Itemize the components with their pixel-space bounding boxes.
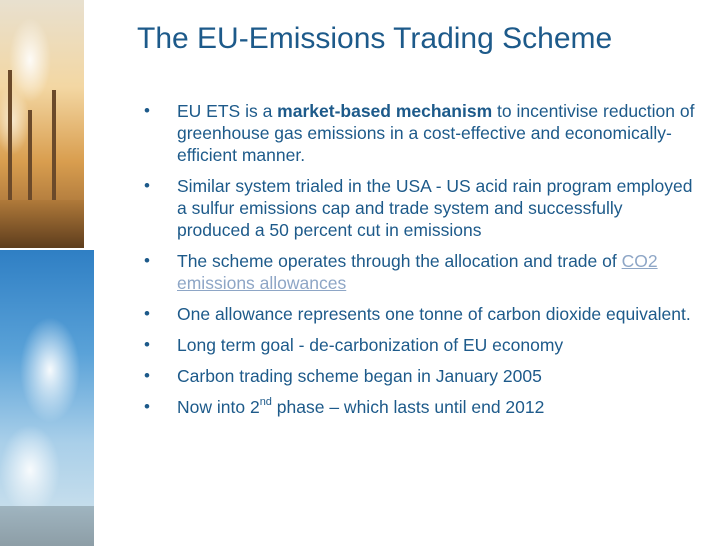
bullet-dot: • xyxy=(144,397,150,416)
bullet-text: EU ETS is a xyxy=(177,101,278,121)
bullet-item: • EU ETS is a market-based mechanism to … xyxy=(140,100,700,166)
plant-silhouette xyxy=(0,200,84,248)
bullet-dot: • xyxy=(144,335,150,354)
bullet-text: One allowance represents one tonne of ca… xyxy=(177,304,691,324)
bullet-list: • EU ETS is a market-based mechanism to … xyxy=(140,100,700,427)
smokestacks-photo xyxy=(0,0,84,248)
bullet-item: • Similar system trialed in the USA - US… xyxy=(140,175,700,241)
bullet-dot: • xyxy=(144,366,150,385)
bullet-text: Carbon trading scheme began in January 2… xyxy=(177,366,542,386)
bullet-bold-text: market-based mechanism xyxy=(277,101,493,121)
smokestack-shape xyxy=(28,110,32,200)
photo-gap xyxy=(84,0,98,248)
co2-allowances-link[interactable]: CO2 emissions allowances xyxy=(177,251,658,293)
smokestack-shape xyxy=(8,70,12,200)
superscript: nd xyxy=(259,396,272,409)
bullet-text: Long term goal - de-carbonization of EU … xyxy=(177,335,564,355)
bullet-item: • Long term goal - de-carbonization of E… xyxy=(140,334,700,356)
photo-strip xyxy=(0,0,98,546)
bullet-dot: • xyxy=(144,176,150,195)
bullet-dot: • xyxy=(144,304,150,323)
bullet-text: Now into 2 xyxy=(177,397,260,417)
slide-title: The EU-Emissions Trading Scheme xyxy=(137,22,613,55)
bullet-text: The scheme operates through the allocati… xyxy=(177,251,617,271)
bullet-text: phase – which lasts until end 2012 xyxy=(271,397,545,417)
bullet-dot: • xyxy=(144,101,150,120)
bullet-item: • Carbon trading scheme began in January… xyxy=(140,365,700,387)
bullet-text: Similar system trialed in the USA - US a… xyxy=(177,176,693,240)
smokestack-shape xyxy=(52,90,56,200)
tower-silhouette xyxy=(0,506,94,546)
bullet-text: to incentivise reduction of greenhouse g… xyxy=(177,101,695,165)
cooling-tower-photo xyxy=(0,250,94,546)
bullet-item: • Now into 2nd phase – which lasts until… xyxy=(140,396,700,418)
bullet-item: • One allowance represents one tonne of … xyxy=(140,303,700,325)
bullet-dot: • xyxy=(144,251,150,270)
bullet-item: • The scheme operates through the alloca… xyxy=(140,250,700,294)
